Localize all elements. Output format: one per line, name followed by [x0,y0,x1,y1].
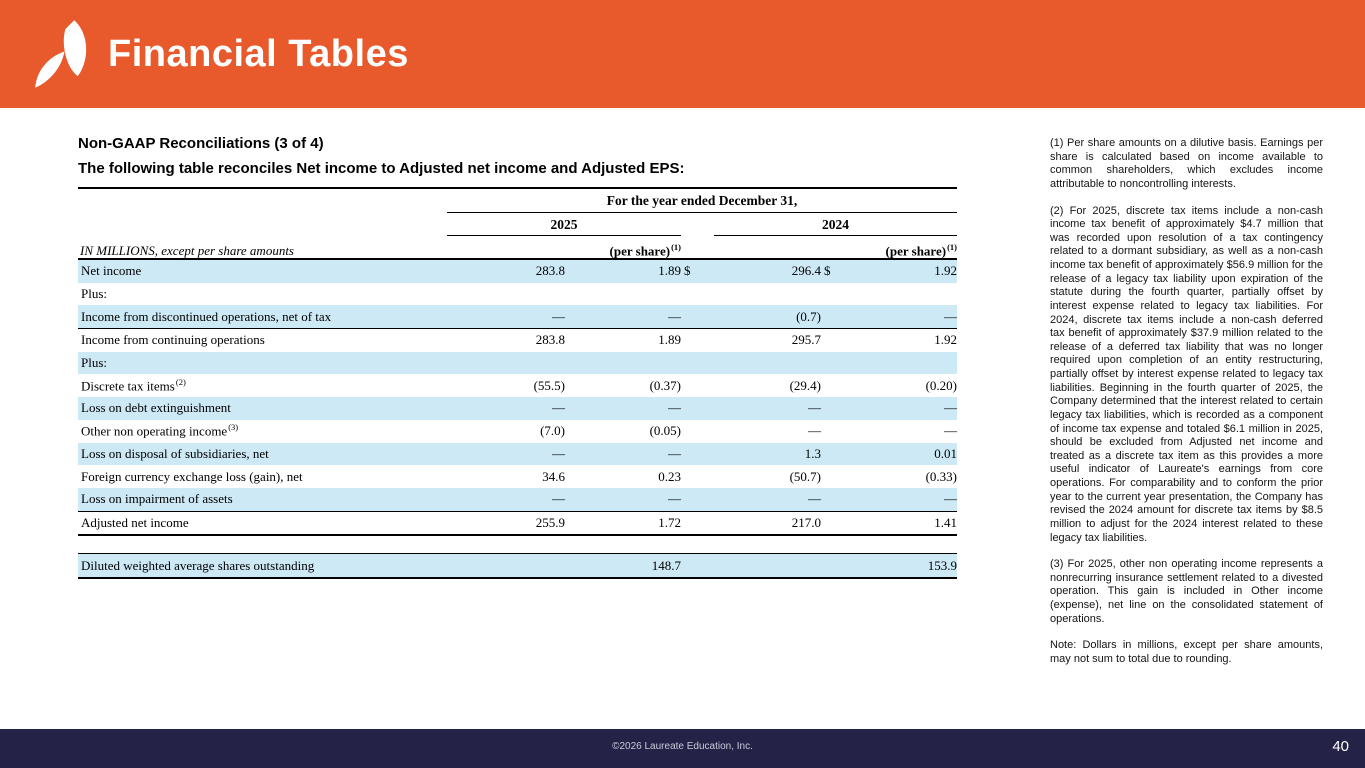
page-number: 40 [1332,738,1349,755]
value-cell: — [808,423,821,439]
value-cell: (7.0) [540,423,565,439]
table-body: Net income 283.8 1.89 $296.4 $1.92 Plus: Incom… [78,260,957,579]
table-row: Income from continuing operations 283.8 1.… [78,329,957,352]
value-cell: (0.20) [925,377,957,393]
value-cell: 283.8 [535,332,565,348]
row-label: Adjusted net income [81,514,189,530]
value-cell: — [668,491,681,507]
footnotes-column: (1) Per share amounts on a dilutive basi… [1050,137,1323,680]
per-share-header-2024: (per share)(1) [885,242,957,259]
value-cell: — [808,400,821,416]
footnote: (3) For 2025, other non operating income… [1050,558,1323,625]
table-row: Adjusted net income 255.9 1.72 217.0 1.41 [78,512,957,537]
table-row: Diluted weighted average shares outstand… [78,553,957,579]
table-row: Net income 283.8 1.89 $296.4 $1.92 [78,260,957,283]
table-row: Loss on debt extinguishment — — — — [78,397,957,420]
currency-symbol: $ [684,263,691,279]
value-cell: 295.7 [791,332,821,348]
footnote: (2) For 2025, discrete tax items include… [1050,204,1323,544]
year-header-row: 2025 2024 [78,213,957,236]
value-cell: (0.7) [796,308,821,324]
table-row: Discrete tax items(2) (55.5) (0.37) (29.4) (… [78,374,957,397]
year-2025-header: 2025 [447,213,681,236]
value-cell: — [944,491,957,507]
row-header-label: IN MILLIONS, except per share amounts [80,243,294,259]
value-cell: — [944,308,957,324]
value-cell: 283.8 [535,263,565,279]
table-row: Loss on impairment of assets — — — — [78,487,957,512]
value-cell: 1.72 [658,514,681,530]
table-row: Plus: [78,351,957,375]
per-share-header-2025: (per share)(1) [609,242,681,259]
value-cell: (0.37) [649,377,681,393]
value-cell: — [944,400,957,416]
table-header: For the year ended December 31, 2025 202… [78,187,957,260]
row-label: Plus: [81,355,108,371]
value-cell: — [552,491,565,507]
column-header-row: IN MILLIONS, except per share amounts (p… [78,236,957,258]
section-heading: Non-GAAP Reconciliations (3 of 4) [78,135,324,152]
copyright-text: ©2026 Laureate Education, Inc. [612,741,753,752]
value-cell: 296.4 [791,263,821,279]
value-cell: — [668,308,681,324]
currency-symbol: $ [824,263,831,279]
span-header-row: For the year ended December 31, [78,189,957,213]
row-label: Discrete tax items(2) [81,377,186,394]
value-cell: 1.92 [934,263,957,279]
table-row: Foreign currency exchange loss (gain), n… [78,465,957,488]
reconciliation-table: For the year ended December 31, 2025 202… [78,187,957,579]
table-row: Other non operating income(3) (7.0) (0.05)… [78,420,957,443]
value-cell: — [552,445,565,461]
value-cell: (29.4) [789,377,821,393]
header-band: Financial Tables [0,0,1365,108]
value-cell: — [808,491,821,507]
value-cell: 1.3 [804,445,821,461]
footnote: (1) Per share amounts on a dilutive basi… [1050,137,1323,190]
table-row: Plus: [78,283,957,306]
value-cell: 217.0 [791,514,821,530]
row-label: Loss on impairment of assets [81,491,233,507]
value-cell: 1.41 [934,514,957,530]
value-cell: 1.89 [658,263,681,279]
value-cell: — [552,400,565,416]
footnote: Note: Dollars in millions, except per sh… [1050,639,1323,665]
section-headings: Non-GAAP Reconciliations (3 of 4) The fo… [78,135,684,177]
value-cell: (50.7) [789,468,821,484]
row-label: Diluted weighted average shares outstand… [81,557,315,573]
row-label: Other non operating income(3) [81,422,239,439]
value-cell: (55.5) [533,377,565,393]
row-label: Income from discontinued operations, net… [81,308,332,324]
section-subheading: The following table reconciles Net incom… [78,160,685,177]
row-label: Net income [81,263,142,279]
row-label: Income from continuing operations [81,332,265,348]
value-cell: — [668,445,681,461]
row-label: Foreign currency exchange loss (gain), n… [81,468,303,484]
footer-bar: ©2026 Laureate Education, Inc. 40 [0,729,1365,768]
value-cell: 0.01 [934,445,957,461]
value-cell: — [552,308,565,324]
row-label: Loss on disposal of subsidiaries, net [81,445,269,461]
span-header: For the year ended December 31, [447,189,957,213]
value-cell: 255.9 [535,514,565,530]
value-cell: 34.6 [542,468,565,484]
value-cell: 1.89 [658,332,681,348]
value-cell: (0.33) [925,468,957,484]
value-cell: — [944,423,957,439]
year-2024-header: 2024 [714,213,957,236]
leaf-icon [35,20,87,88]
table-row: Loss on disposal of subsidiaries, net — — 1… [78,442,957,466]
value-cell: 0.23 [658,468,681,484]
row-label: Loss on debt extinguishment [81,400,231,416]
value-cell: 153.9 [927,557,957,573]
value-cell: 1.92 [934,332,957,348]
row-label: Plus: [81,286,108,302]
value-cell: — [668,400,681,416]
page-title: Financial Tables [108,32,409,75]
value-cell: (0.05) [649,423,681,439]
value-cell: 148.7 [651,557,681,573]
table-row: Income from discontinued operations, net… [78,305,957,330]
